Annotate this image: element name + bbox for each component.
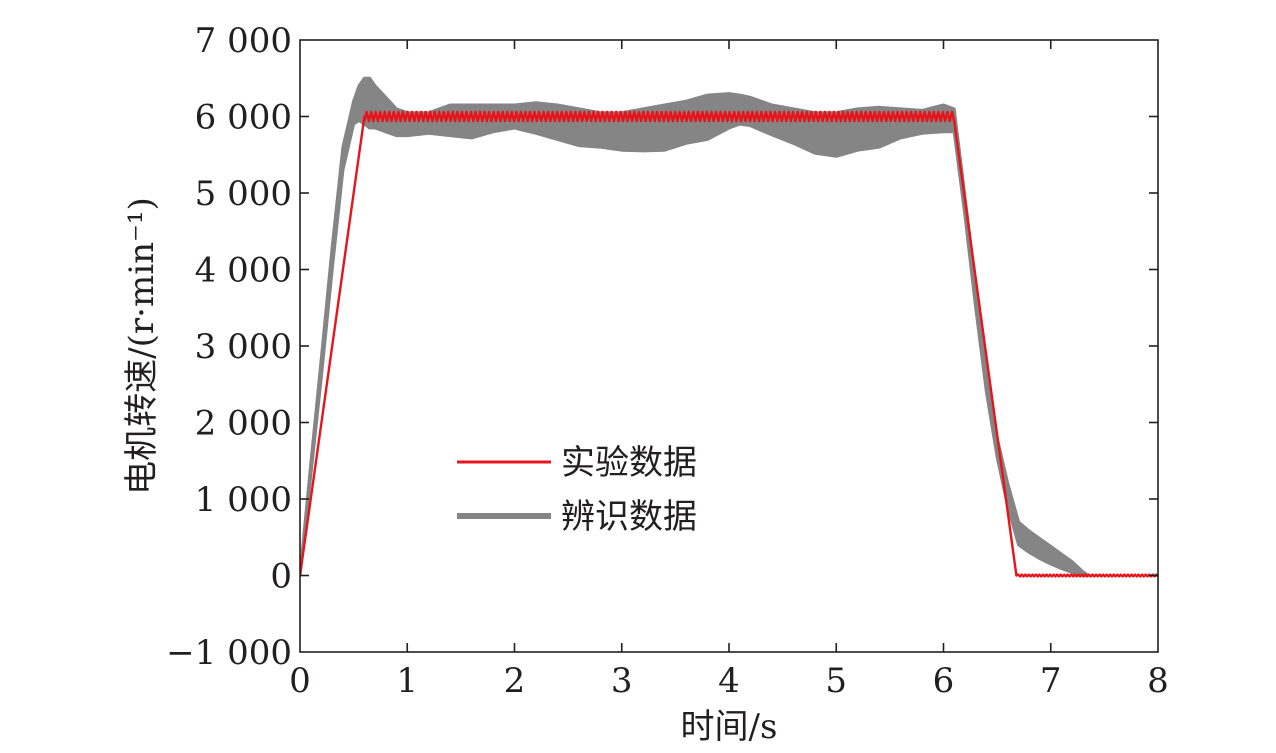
legend-label: 辨识数据: [561, 497, 697, 537]
y-tick-label: 5 000: [195, 174, 292, 214]
legend-label: 实验数据: [561, 443, 697, 483]
x-tick-label: 4: [718, 661, 740, 701]
y-tick-label: −1 000: [166, 633, 292, 673]
x-tick-label: 0: [289, 661, 311, 701]
y-axis-label: 电机转速/(r·min⁻¹): [122, 197, 162, 495]
y-tick-label: 0: [270, 557, 292, 597]
plot-data-layer: [300, 76, 1158, 578]
series-experimental-line: [300, 110, 1158, 578]
y-tick-label: 7 000: [195, 21, 292, 61]
x-tick-label: 1: [396, 661, 418, 701]
x-tick-label: 5: [825, 661, 847, 701]
y-tick-label: 3 000: [195, 327, 292, 367]
x-tick-label: 2: [504, 661, 526, 701]
x-tick-label: 6: [933, 661, 955, 701]
x-tick-label: 3: [611, 661, 633, 701]
y-tick-label: 2 000: [195, 404, 292, 444]
x-axis-label: 时间/s: [681, 707, 778, 747]
x-tick-label: 7: [1040, 661, 1062, 701]
x-tick-label: 8: [1147, 661, 1169, 701]
y-tick-label: 1 000: [195, 480, 292, 520]
y-tick-label: 6 000: [195, 98, 292, 138]
y-tick-label: 4 000: [195, 251, 292, 291]
